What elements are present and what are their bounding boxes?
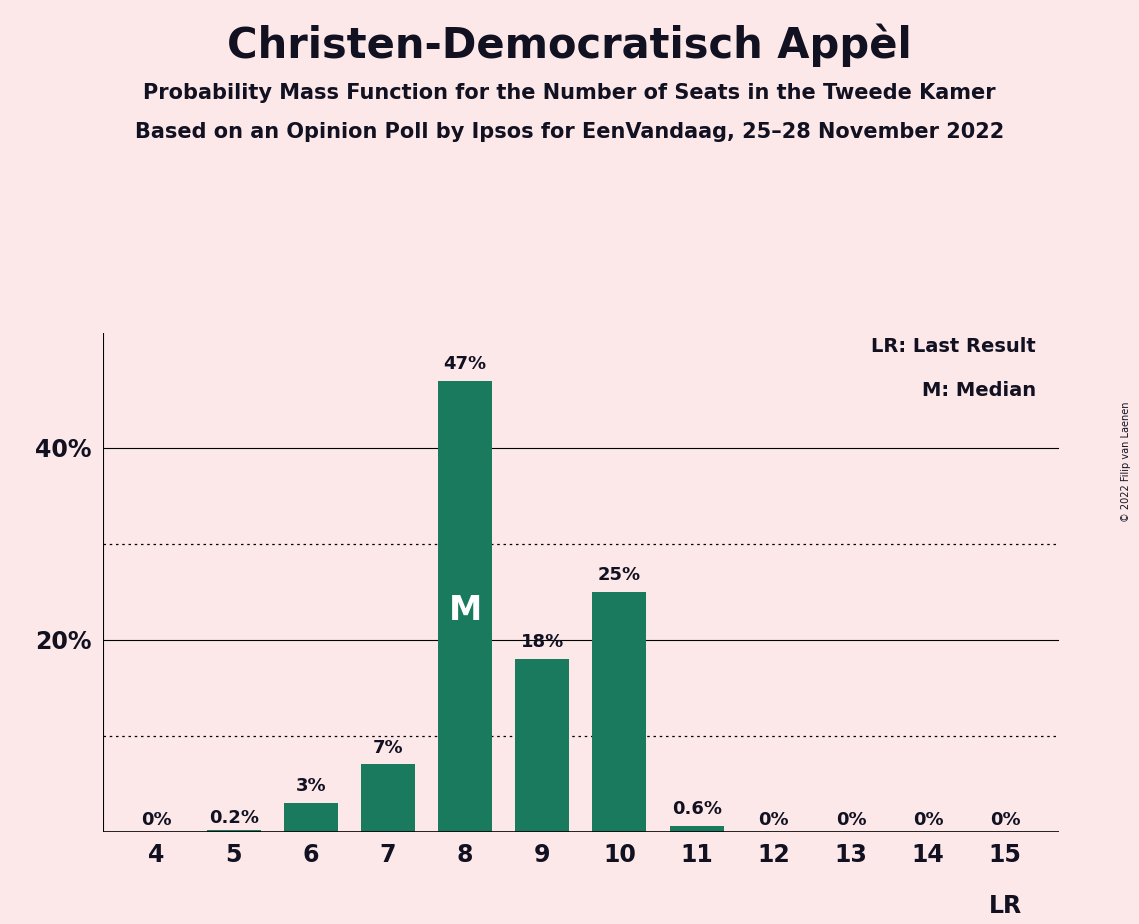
Text: 0%: 0% <box>990 810 1021 829</box>
Bar <box>284 803 338 832</box>
Text: 47%: 47% <box>443 355 486 373</box>
Bar <box>670 826 723 832</box>
Text: M: M <box>449 594 482 627</box>
Text: 0%: 0% <box>912 810 943 829</box>
Bar <box>515 659 570 832</box>
Text: LR: Last Result: LR: Last Result <box>871 337 1036 357</box>
Text: 0.2%: 0.2% <box>208 808 259 827</box>
Text: M: Median: M: Median <box>921 381 1036 399</box>
Text: 3%: 3% <box>295 777 326 796</box>
Text: LR: LR <box>989 894 1022 918</box>
Text: 0.6%: 0.6% <box>672 800 722 818</box>
Text: Christen-Democratisch Appèl: Christen-Democratisch Appèl <box>227 23 912 67</box>
Text: 18%: 18% <box>521 633 564 651</box>
Text: 0%: 0% <box>141 810 172 829</box>
Bar <box>592 591 647 832</box>
Bar <box>206 830 261 832</box>
Bar <box>439 381 492 832</box>
Text: 25%: 25% <box>598 566 641 584</box>
Text: 0%: 0% <box>759 810 789 829</box>
Text: 7%: 7% <box>372 739 403 757</box>
Text: 0%: 0% <box>836 810 867 829</box>
Text: Based on an Opinion Poll by Ipsos for EenVandaag, 25–28 November 2022: Based on an Opinion Poll by Ipsos for Ee… <box>134 122 1005 142</box>
Bar <box>361 764 415 832</box>
Text: © 2022 Filip van Laenen: © 2022 Filip van Laenen <box>1121 402 1131 522</box>
Text: Probability Mass Function for the Number of Seats in the Tweede Kamer: Probability Mass Function for the Number… <box>144 83 995 103</box>
